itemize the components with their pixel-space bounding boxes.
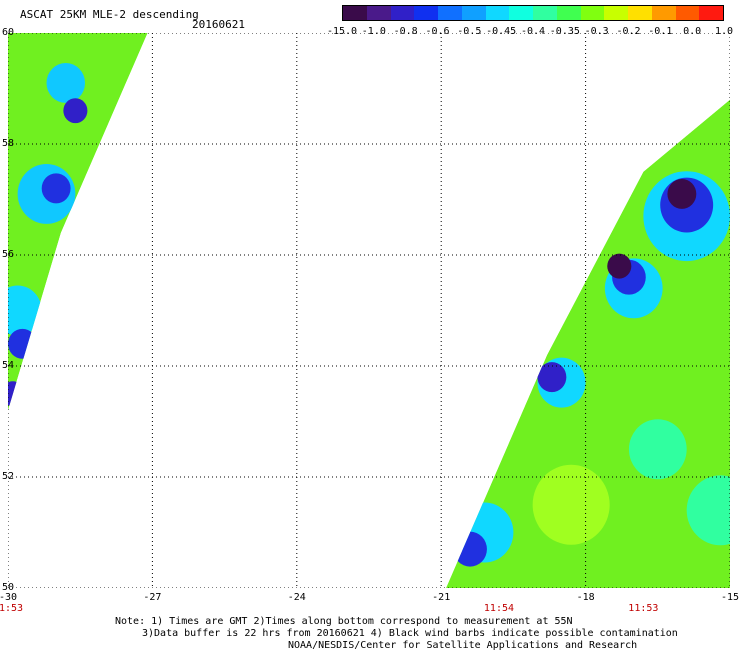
swath-east xyxy=(446,99,730,588)
lon-label: -21 xyxy=(432,592,451,603)
colorbar-swatch xyxy=(485,6,510,20)
colorbar-swatch xyxy=(438,6,462,20)
wind-patch xyxy=(41,173,71,204)
colorbar-label: -0.8 xyxy=(393,26,418,37)
lon-label: -27 xyxy=(143,592,162,603)
time-label: 11:53 xyxy=(628,603,659,614)
note-line-3: NOAA/NESDIS/Center for Satellite Applica… xyxy=(288,640,638,651)
colorbar-label: -0.6 xyxy=(425,26,450,37)
colorbar-label: 1.0 xyxy=(714,26,734,37)
colorbar-label: -15.0 xyxy=(326,26,358,37)
colorbar-label: -0.35 xyxy=(549,26,580,37)
wind-patch xyxy=(453,531,487,567)
swath-west xyxy=(8,33,148,411)
wind-patch xyxy=(8,328,37,359)
wind-patch xyxy=(628,419,687,480)
lat-label: 52 xyxy=(2,471,15,482)
colorbar-swatch xyxy=(509,6,533,20)
time-label: 11:54 xyxy=(483,603,515,614)
colorbar-labels: -15.0 -1.0 -0.8 -0.6 -0.5 -0.45 -0.4 -0.35 -0.3-… xyxy=(326,26,735,38)
colorbar-swatch xyxy=(699,6,723,20)
map-title: ASCAT 25KM MLE-2 descending xyxy=(20,8,199,21)
colorbar-swatch xyxy=(604,6,628,20)
colorbar-label: -0.1 xyxy=(648,26,673,37)
lon-label: -15 xyxy=(720,592,740,603)
lat-label: 50 xyxy=(2,582,15,593)
colorbar-label: -0.5 xyxy=(457,26,482,37)
wind-patch xyxy=(537,362,567,393)
wind-patch xyxy=(46,62,86,103)
colorbar-swatch xyxy=(556,6,581,20)
colorbar-label: -0.3 xyxy=(584,26,609,37)
wind-patch xyxy=(667,178,697,209)
colorbar-label: -0.45 xyxy=(486,26,517,37)
colorbar-swatch xyxy=(628,6,652,20)
time-label: 11:53 xyxy=(0,603,24,614)
wind-patch xyxy=(686,475,730,546)
wind-patch xyxy=(607,253,632,279)
colorbar-swatch xyxy=(651,6,676,20)
wind-patch xyxy=(63,98,88,124)
lat-label: 58 xyxy=(2,138,15,149)
lat-label: 56 xyxy=(2,249,15,260)
lon-label: -18 xyxy=(576,592,595,603)
colorbar-swatch xyxy=(580,6,605,20)
map-date: 20160621 xyxy=(192,18,245,31)
colorbar-swatch xyxy=(343,6,367,20)
colorbar xyxy=(342,5,724,21)
wind-patch xyxy=(8,285,42,336)
colorbar-swatch xyxy=(390,6,415,20)
lon-label: -30 xyxy=(0,592,18,603)
colorbar-swatch xyxy=(461,6,486,20)
colorbar-label: 0.0 xyxy=(683,26,702,37)
note-line-2: 3)Data buffer is 22 hrs from 20160621 4)… xyxy=(142,628,678,639)
colorbar-swatch xyxy=(414,6,438,20)
colorbar-label: -0.2 xyxy=(616,26,641,37)
note-line-1: Note: 1) Times are GMT 2)Times along bot… xyxy=(115,616,573,627)
colorbar-label: -0.4 xyxy=(520,26,546,37)
colorbar-swatch xyxy=(366,6,391,20)
lat-label: 54 xyxy=(2,360,15,371)
lat-label: 60 xyxy=(2,27,15,38)
lon-label: -24 xyxy=(287,592,306,603)
map-plot xyxy=(8,33,730,588)
colorbar-swatch xyxy=(533,6,557,20)
wind-patch xyxy=(532,464,610,545)
colorbar-swatch xyxy=(675,6,700,20)
colorbar-label: -1.0 xyxy=(361,26,386,37)
wind-patch xyxy=(8,381,25,407)
swath-fill xyxy=(8,33,148,411)
